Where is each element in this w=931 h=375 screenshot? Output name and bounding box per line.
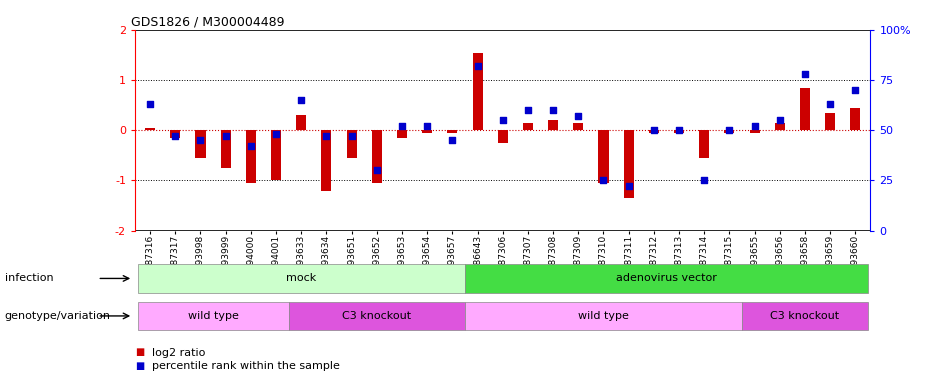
Point [621, 183, 636, 189]
Bar [749, 130, 760, 133]
Bar [371, 130, 382, 183]
Point [495, 117, 510, 123]
Bar [800, 88, 810, 130]
Text: C3 knockout: C3 knockout [343, 311, 412, 321]
Point [344, 134, 359, 140]
Point [243, 143, 258, 149]
Bar [649, 130, 659, 133]
Bar [397, 130, 407, 138]
Text: ■: ■ [135, 361, 144, 370]
Bar [321, 130, 331, 190]
Point [671, 128, 686, 134]
Point [722, 128, 736, 134]
Point [696, 177, 711, 183]
Point [319, 134, 334, 140]
Bar [624, 130, 634, 198]
Point [798, 71, 813, 77]
Text: ■: ■ [135, 348, 144, 357]
Bar [825, 113, 835, 130]
Bar [523, 123, 533, 130]
Point [773, 117, 788, 123]
Bar [289, 302, 465, 330]
Bar [346, 130, 357, 158]
Bar [422, 130, 432, 133]
Point [546, 107, 560, 113]
Bar [170, 130, 181, 138]
Text: genotype/variation: genotype/variation [5, 311, 111, 321]
Bar [465, 264, 868, 293]
Point [646, 128, 661, 134]
Text: GDS1826 / M300004489: GDS1826 / M300004489 [131, 16, 285, 29]
Bar [548, 120, 559, 130]
Bar [699, 130, 709, 158]
Bar [221, 130, 231, 168]
Bar [138, 302, 289, 330]
Point [470, 63, 485, 69]
Bar [498, 130, 507, 143]
Bar [138, 264, 465, 293]
Point [520, 107, 535, 113]
Point [395, 123, 410, 129]
Text: log2 ratio: log2 ratio [152, 348, 205, 357]
Bar [850, 108, 860, 130]
Bar [775, 123, 785, 130]
Text: mock: mock [286, 273, 317, 284]
Point [748, 123, 762, 129]
Text: adenovirus vector: adenovirus vector [616, 273, 717, 284]
Bar [447, 130, 457, 133]
Bar [473, 53, 482, 130]
Point [445, 137, 460, 143]
Bar [465, 302, 742, 330]
Point [193, 137, 208, 143]
Point [294, 97, 309, 103]
Text: percentile rank within the sample: percentile rank within the sample [152, 361, 340, 370]
Bar [271, 130, 281, 180]
Text: wild type: wild type [578, 311, 629, 321]
Point [848, 87, 863, 93]
Point [218, 134, 233, 140]
Point [571, 113, 586, 119]
Point [823, 101, 838, 107]
Point [168, 134, 182, 140]
Text: infection: infection [5, 273, 53, 284]
Point [420, 123, 435, 129]
Bar [674, 130, 684, 133]
Point [596, 177, 611, 183]
Bar [724, 130, 735, 133]
Text: C3 knockout: C3 knockout [771, 311, 840, 321]
Bar [246, 130, 256, 183]
Bar [573, 123, 584, 130]
Bar [742, 302, 868, 330]
Bar [599, 130, 609, 183]
Bar [145, 128, 155, 130]
Bar [196, 130, 206, 158]
Point [142, 101, 157, 107]
Bar [296, 115, 306, 130]
Text: wild type: wild type [188, 311, 238, 321]
Point [269, 131, 284, 137]
Point [370, 167, 385, 173]
